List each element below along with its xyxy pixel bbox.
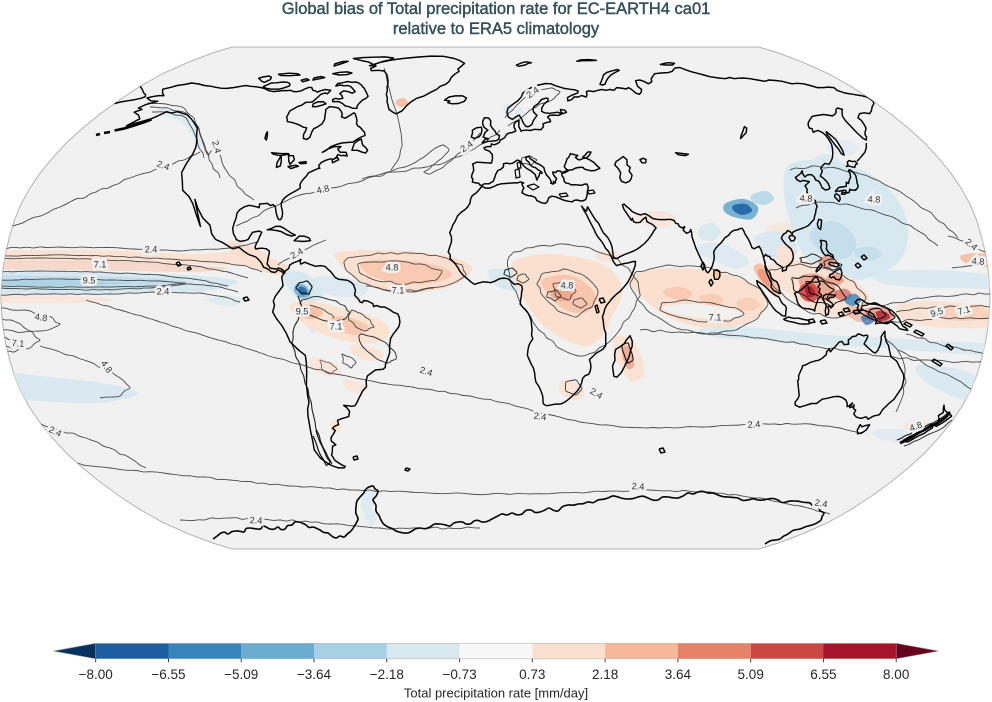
svg-text:7.1: 7.1 [392,285,405,295]
svg-text:7.1: 7.1 [11,338,25,349]
svg-text:2.4: 2.4 [249,515,262,526]
svg-text:9.5: 9.5 [83,275,96,285]
svg-text:2.4: 2.4 [145,244,158,254]
svg-text:−6.55: −6.55 [151,667,185,682]
svg-text:−5.09: −5.09 [224,667,258,682]
svg-text:2.18: 2.18 [592,667,618,682]
svg-text:−2.18: −2.18 [370,667,404,682]
svg-text:6.55: 6.55 [810,667,836,682]
svg-text:0.73: 0.73 [519,667,545,682]
svg-text:−0.73: −0.73 [443,667,477,682]
svg-text:7.1: 7.1 [94,259,107,269]
svg-text:4.8: 4.8 [386,262,399,272]
svg-text:4.8: 4.8 [34,312,48,324]
svg-text:−3.64: −3.64 [297,667,332,682]
svg-text:4.8: 4.8 [971,256,985,267]
svg-text:4.8: 4.8 [561,280,574,290]
svg-text:3.64: 3.64 [665,667,692,682]
svg-text:2.4: 2.4 [533,411,547,423]
svg-text:7.1: 7.1 [709,312,722,322]
svg-text:2.4: 2.4 [157,286,170,296]
svg-text:9.5: 9.5 [296,306,309,316]
svg-text:2.4: 2.4 [631,481,644,492]
svg-text:2.4: 2.4 [747,419,760,430]
svg-text:−8.00: −8.00 [79,667,113,682]
svg-text:4.8: 4.8 [867,194,880,204]
svg-text:Total precipitation rate [mm/d: Total precipitation rate [mm/day] [404,686,588,701]
svg-text:4.8: 4.8 [799,193,812,204]
svg-text:7.1: 7.1 [330,321,343,331]
svg-text:5.09: 5.09 [738,667,764,682]
svg-text:8.00: 8.00 [883,667,909,682]
